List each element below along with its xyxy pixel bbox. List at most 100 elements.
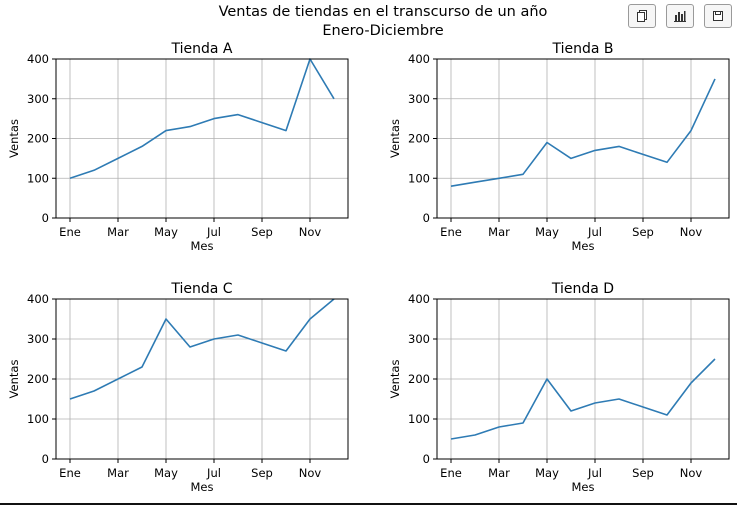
data-point xyxy=(333,98,335,100)
y-tick-label: 300 xyxy=(27,332,49,346)
data-point xyxy=(189,346,191,348)
data-point xyxy=(522,173,524,175)
x-tick-label: Ene xyxy=(440,466,462,480)
y-tick-label: 100 xyxy=(408,412,430,426)
x-tick-label: May xyxy=(154,225,178,239)
x-tick-label: Ene xyxy=(59,225,81,239)
x-axis-label: Mes xyxy=(191,239,214,253)
y-tick-label: 300 xyxy=(27,92,49,106)
x-tick-label: Sep xyxy=(251,225,273,239)
data-point xyxy=(141,366,143,368)
x-tick-label: Sep xyxy=(632,225,654,239)
data-point xyxy=(498,177,500,179)
data-point xyxy=(261,342,263,344)
data-point xyxy=(594,150,596,152)
series-line xyxy=(69,298,335,400)
x-tick-label: Jul xyxy=(206,466,221,480)
x-tick-label: Jul xyxy=(206,225,221,239)
data-point xyxy=(546,378,548,380)
y-tick-label: 400 xyxy=(408,292,430,306)
data-point xyxy=(714,78,716,80)
y-axis-label: Ventas xyxy=(388,119,402,158)
subplot-3: Ene Mar May Jul Sep Nov 0 100 200 300 400 Tienda C M… xyxy=(7,281,349,494)
figure-title-line2: Enero-Diciembre xyxy=(322,23,444,39)
data-point xyxy=(690,382,692,384)
x-tick-label: Mar xyxy=(107,225,129,239)
y-tick-label: 0 xyxy=(42,211,49,225)
data-point xyxy=(237,114,239,116)
y-tick-label: 400 xyxy=(27,292,49,306)
data-point xyxy=(309,318,311,320)
subplot-1: Ene Mar May Jul Sep Nov 0 100 200 300 400 Tienda A M… xyxy=(7,41,349,253)
series-line xyxy=(450,358,716,440)
data-point xyxy=(546,142,548,144)
y-tick-label: 300 xyxy=(408,332,430,346)
subplot-2: Ene Mar May Jul Sep Nov 0 100 200 300 400 Tienda B M… xyxy=(388,41,730,253)
data-point xyxy=(714,358,716,360)
x-tick-label: Mar xyxy=(488,225,510,239)
x-tick-label: Mar xyxy=(107,466,129,480)
data-point xyxy=(93,390,95,392)
divider xyxy=(0,503,737,505)
data-point xyxy=(666,414,668,416)
data-point xyxy=(117,157,119,159)
data-point xyxy=(570,157,572,159)
copy-icon xyxy=(635,9,649,23)
series-line xyxy=(450,78,716,187)
y-tick-label: 0 xyxy=(42,452,49,466)
data-point xyxy=(165,130,167,132)
data-point xyxy=(69,177,71,179)
y-tick-label: 0 xyxy=(423,211,430,225)
x-tick-label: Mar xyxy=(488,466,510,480)
y-tick-label: 100 xyxy=(408,171,430,185)
series-line xyxy=(69,58,335,180)
y-axis-label: Ventas xyxy=(7,360,21,399)
data-point xyxy=(642,406,644,408)
data-point xyxy=(141,146,143,148)
x-tick-label: Jul xyxy=(587,466,602,480)
y-tick-label: 100 xyxy=(27,412,49,426)
subplot-title: Tienda A xyxy=(171,41,233,57)
subplot-4: Ene Mar May Jul Sep Nov 0 100 200 300 400 Tienda D M… xyxy=(388,281,730,494)
copy-button[interactable] xyxy=(628,4,656,28)
data-point xyxy=(618,398,620,400)
data-point xyxy=(261,122,263,124)
figure-title: Ventas de tiendas en el transcurso de un… xyxy=(0,3,737,41)
data-point xyxy=(165,318,167,320)
data-point xyxy=(189,126,191,128)
x-axis-label: Mes xyxy=(191,480,214,494)
data-point xyxy=(474,181,476,183)
x-tick-label: Nov xyxy=(299,225,322,239)
y-tick-label: 100 xyxy=(27,171,49,185)
data-point xyxy=(285,130,287,132)
x-axis-label: Mes xyxy=(572,480,595,494)
data-point xyxy=(618,146,620,148)
y-tick-label: 0 xyxy=(423,452,430,466)
data-point xyxy=(594,402,596,404)
data-point xyxy=(213,338,215,340)
y-tick-label: 300 xyxy=(408,92,430,106)
y-tick-label: 200 xyxy=(27,132,49,146)
x-tick-label: Nov xyxy=(299,466,322,480)
bar-chart-icon xyxy=(673,9,687,23)
y-axis-label: Ventas xyxy=(7,119,21,158)
x-tick-label: May xyxy=(535,466,559,480)
x-tick-label: Nov xyxy=(680,225,703,239)
data-point xyxy=(450,438,452,440)
data-point xyxy=(570,410,572,412)
y-tick-label: 200 xyxy=(408,372,430,386)
x-tick-label: Nov xyxy=(680,466,703,480)
data-point xyxy=(450,185,452,187)
x-tick-label: Sep xyxy=(251,466,273,480)
data-point xyxy=(285,350,287,352)
x-tick-label: Sep xyxy=(632,466,654,480)
data-point xyxy=(690,130,692,132)
data-point xyxy=(117,378,119,380)
y-axis-label: Ventas xyxy=(388,360,402,399)
save-button[interactable] xyxy=(704,4,732,28)
figure-title-line1: Ventas de tiendas en el transcurso de un… xyxy=(218,4,548,20)
bar-chart-button[interactable] xyxy=(666,4,694,28)
save-icon xyxy=(711,9,725,23)
y-tick-label: 400 xyxy=(27,52,49,66)
